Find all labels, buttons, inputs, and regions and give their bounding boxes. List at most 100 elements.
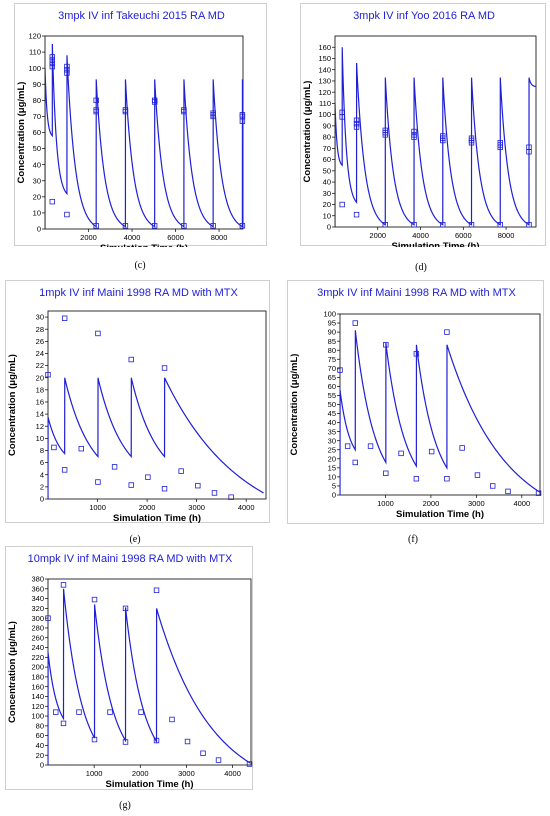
y-tick-label: 40 [328, 418, 336, 427]
y-tick-label: 100 [318, 110, 331, 119]
observed-data-point [128, 482, 134, 488]
y-tick-label: 50 [323, 166, 331, 175]
y-tick-label: 70 [323, 144, 331, 153]
y-tick-label: 70 [33, 112, 41, 121]
y-tick-label: 24 [36, 349, 44, 358]
observed-data-point [526, 222, 532, 228]
observed-data-point [505, 488, 511, 495]
x-tick-label: 2000 [132, 769, 149, 778]
observed-data-point [353, 117, 360, 123]
y-tick-label: 75 [328, 355, 336, 364]
observed-data-point [535, 490, 542, 496]
y-tick-label: 120 [28, 32, 41, 41]
observed-data-point [444, 329, 450, 335]
y-tick-label: 12 [36, 422, 44, 431]
observed-data-point [51, 444, 57, 451]
x-tick-label: 1000 [89, 503, 106, 512]
y-tick-label: 160 [318, 43, 331, 52]
observed-data-point [353, 211, 360, 218]
y-tick-label: 18 [36, 385, 44, 394]
x-axis-label: Simulation Time (h) [106, 779, 194, 790]
y-tick-label: 10 [36, 434, 44, 443]
y-tick-label: 22 [36, 361, 44, 370]
y-tick-label: 0 [332, 491, 336, 500]
chart-title: 3mpk IV inf Takeuchi 2015 RA MD [58, 10, 225, 22]
y-tick-label: 60 [33, 128, 41, 137]
observed-data-point [78, 445, 84, 452]
observed-data-point [411, 128, 417, 135]
observed-data-point [440, 133, 446, 139]
y-tick-label: 120 [318, 88, 331, 97]
y-tick-label: 50 [328, 400, 336, 409]
observed-data-point [111, 464, 118, 470]
y-tick-label: 85 [328, 337, 336, 346]
x-tick-label: 1000 [377, 499, 394, 508]
observed-data-point [239, 223, 246, 229]
x-axis-label: Simulation Time (h) [392, 241, 480, 247]
y-tick-label: 95 [328, 319, 336, 328]
observed-data-point [383, 342, 389, 348]
chart-f: 3mpk IV inf Maini 1998 RA MD with MTX051… [289, 287, 542, 520]
y-tick-label: 340 [31, 594, 44, 603]
chart-caption-c: (c) [134, 260, 146, 271]
y-tick-label: 4 [40, 470, 44, 479]
observed-data-point [178, 468, 184, 474]
y-axis-label: Concentration (μg/mL) [7, 354, 18, 456]
chart-title: 10mpk IV inf Maini 1998 RA MD with MTX [28, 553, 233, 565]
y-tick-label: 110 [29, 48, 41, 57]
y-tick-label: 80 [328, 346, 336, 355]
observed-data-point [497, 222, 503, 228]
observed-data-point [61, 315, 68, 321]
observed-data-point [210, 110, 216, 116]
x-tick-label: 6000 [167, 233, 184, 242]
observed-data-point [353, 120, 360, 127]
y-tick-label: 10 [328, 473, 336, 482]
observed-data-point [49, 198, 56, 205]
observed-data-point [93, 223, 99, 229]
chart-e: 1mpk IV inf Maini 1998 RA MD with MTX024… [7, 287, 267, 524]
observed-data-point [49, 54, 56, 60]
observed-data-point [93, 97, 99, 104]
observed-data-point [184, 738, 191, 745]
observed-data-point [107, 709, 113, 715]
observed-data-point [468, 222, 475, 228]
x-tick-label: 3000 [188, 503, 205, 512]
chart-title: 1mpk IV inf Maini 1998 RA MD with MTX [39, 287, 238, 299]
observed-data-point [459, 445, 465, 451]
observed-data-point [211, 490, 218, 496]
observed-data-point [382, 127, 388, 134]
observed-data-point [138, 709, 144, 715]
x-tick-label: 1000 [86, 769, 103, 778]
observed-data-point [45, 371, 51, 378]
observed-data-point [122, 107, 129, 113]
observed-data-point [60, 582, 67, 588]
x-tick-label: 3000 [468, 499, 485, 508]
observed-data-point [93, 107, 99, 113]
y-tick-label: 6 [40, 458, 44, 467]
observed-data-point [122, 739, 129, 745]
observed-data-point [95, 330, 101, 337]
y-tick-label: 14 [36, 410, 44, 419]
observed-data-point [398, 450, 404, 457]
x-tick-label: 2000 [423, 499, 440, 508]
y-tick-label: 260 [31, 633, 44, 642]
observed-data-point [145, 474, 151, 480]
y-axis-label: Concentration (μg/mL) [16, 82, 27, 184]
y-tick-label: 360 [31, 584, 44, 593]
observed-data-point [151, 97, 158, 104]
observed-data-point [200, 750, 206, 756]
y-tick-label: 20 [328, 454, 336, 463]
y-tick-label: 0 [40, 761, 44, 770]
observed-data-point [161, 365, 168, 371]
y-tick-label: 120 [31, 702, 44, 711]
chart-g: 10mpk IV inf Maini 1998 RA MD with MTX 0 2… [7, 553, 253, 790]
simulated-concentration-line [48, 377, 264, 500]
observed-data-point [169, 716, 175, 723]
x-axis-label: Simulation Time (h) [100, 243, 188, 247]
y-tick-label: 35 [328, 427, 336, 436]
y-tick-label: 280 [31, 624, 44, 633]
observed-data-point [352, 459, 358, 466]
y-tick-label: 2 [40, 482, 44, 491]
y-tick-label: 300 [31, 614, 44, 623]
x-tick-label: 4000 [513, 499, 530, 508]
